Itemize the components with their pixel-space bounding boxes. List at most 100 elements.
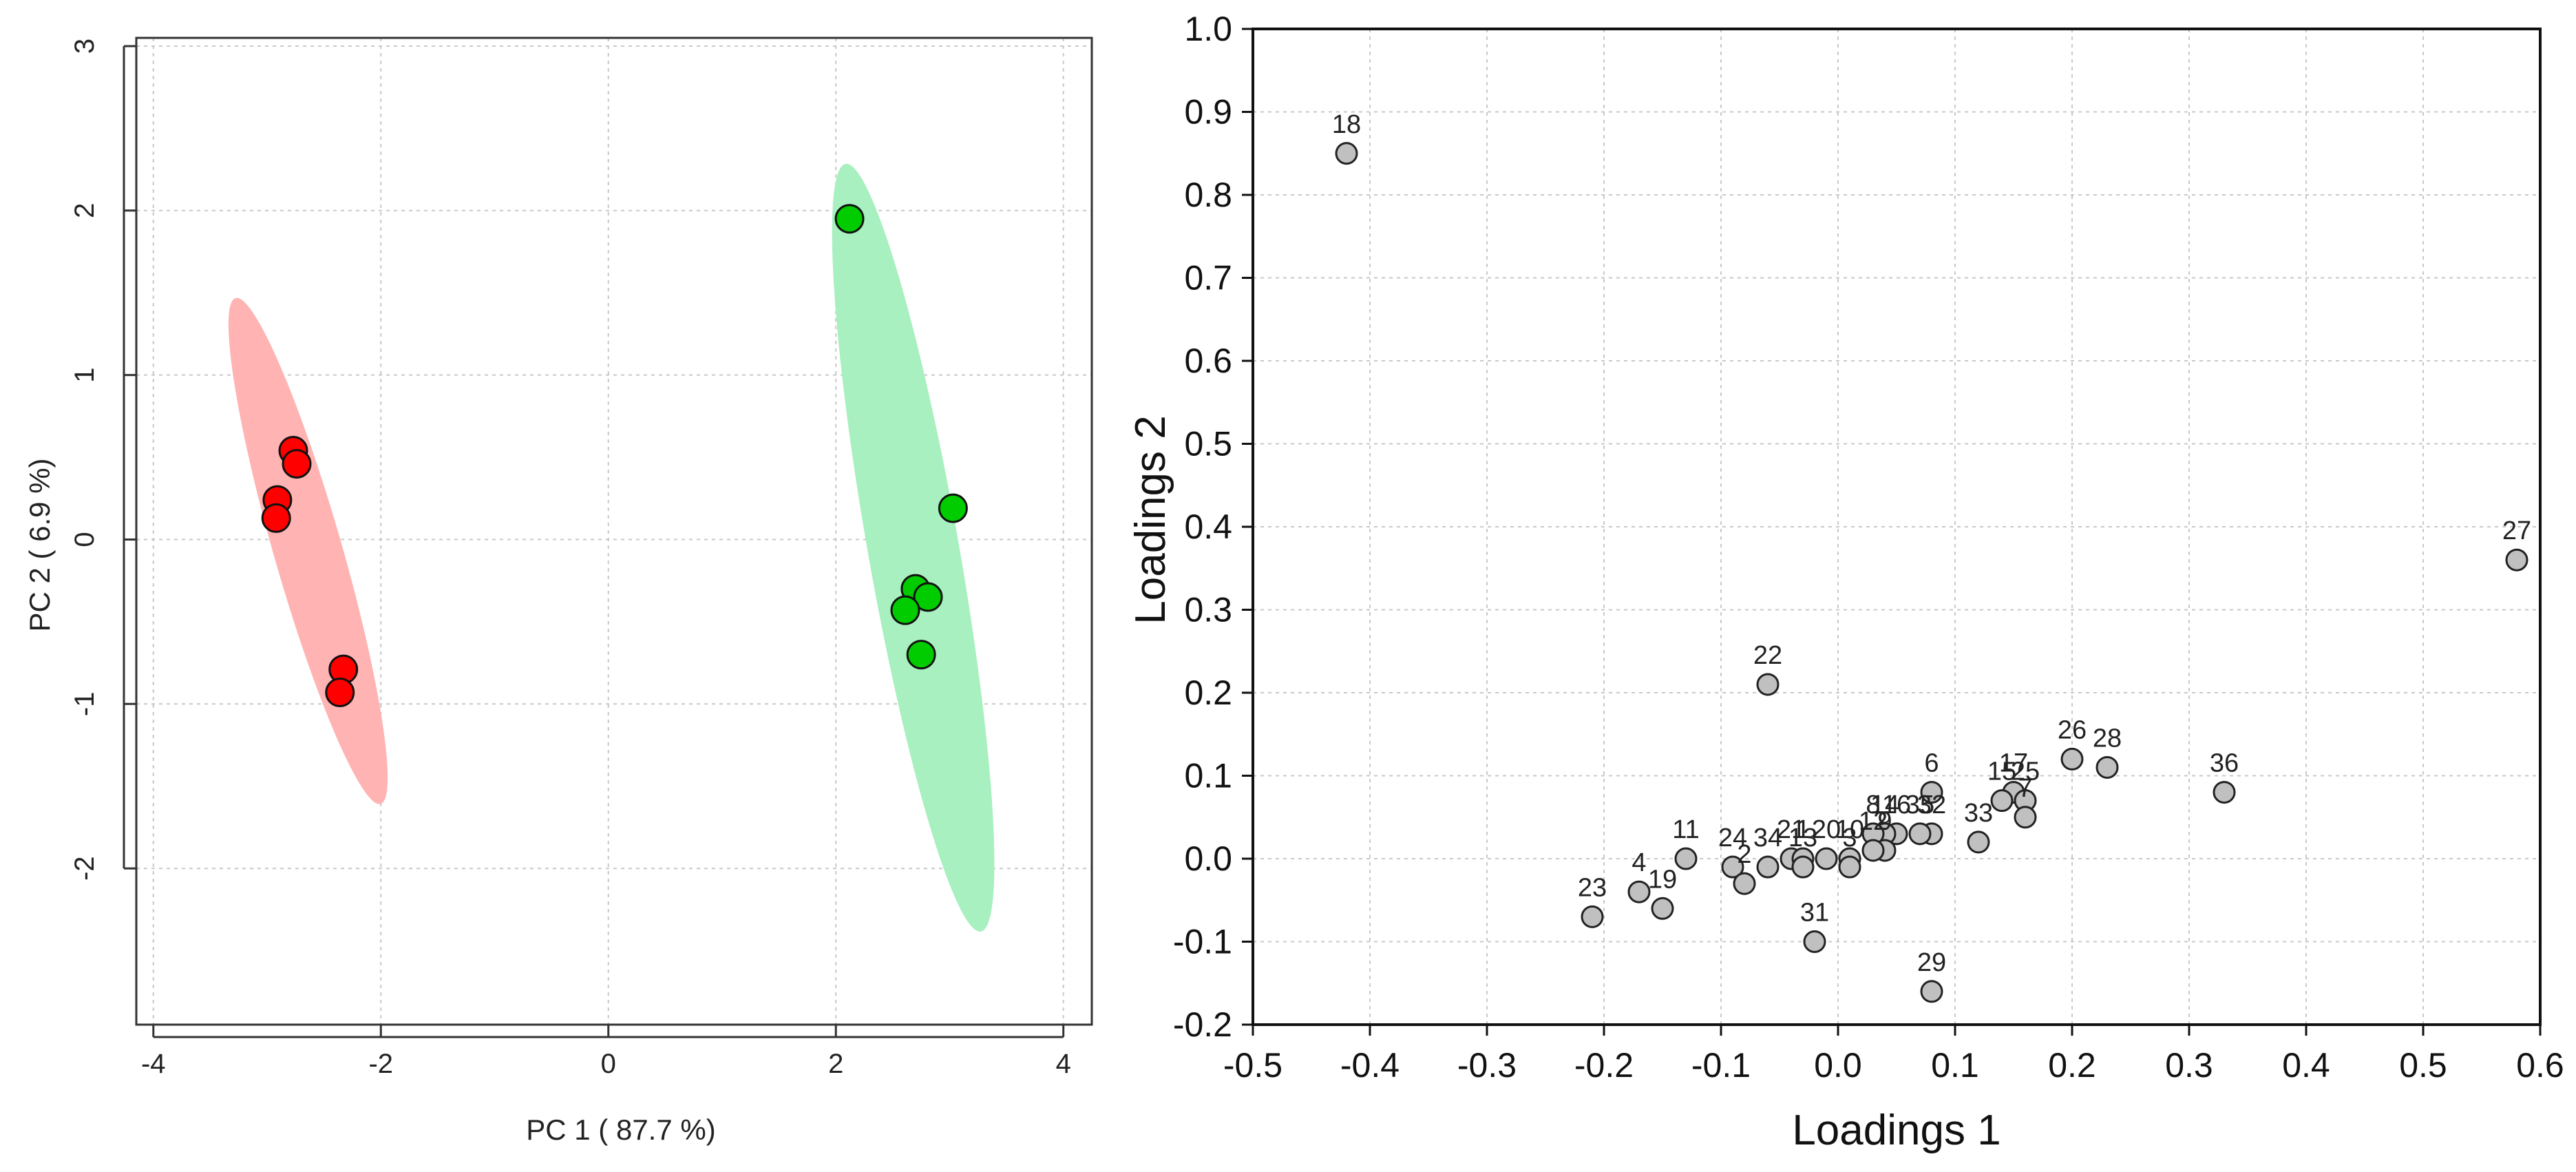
loading-point-label: 18 (1332, 110, 1361, 139)
x-tick-label: -2 (368, 1049, 393, 1079)
loading-point (1335, 142, 1358, 165)
y-tick-label: -0.2 (1173, 1005, 1232, 1044)
loading-point-label: 14 (1870, 791, 1899, 819)
loading-point (1920, 980, 1943, 1003)
loading-point-label: 29 (1917, 948, 1946, 977)
y-tick-label: 0.6 (1184, 342, 1232, 380)
loading-point (1815, 847, 1838, 870)
loading-point-label: 17 (1999, 749, 2028, 778)
loading-point-label: 31 (1800, 899, 1829, 928)
score-point (890, 595, 920, 625)
x-axis-title: Loadings 1 (1792, 1107, 2000, 1154)
y-tick-label: 1 (70, 367, 100, 382)
loading-point (1674, 847, 1698, 870)
loading-point-label: 16 (1882, 791, 1911, 819)
x-tick-label: 0.5 (2399, 1046, 2447, 1085)
score-point (906, 640, 936, 670)
loading-point (1627, 880, 1651, 903)
loading-point (1908, 822, 1932, 846)
loading-point (2095, 755, 2119, 779)
loading-point (1581, 905, 1604, 928)
loading-point-label: 24 (1718, 824, 1747, 852)
y-axis-title: PC 2 ( 6.9 %) (23, 458, 56, 631)
loading-point (1756, 673, 1780, 696)
score-point (913, 582, 943, 612)
x-tick-label: 2 (828, 1049, 843, 1079)
x-tick-label: 0 (601, 1049, 616, 1079)
loading-point-label: 12 (1859, 807, 1888, 836)
loading-point-label: 28 (2093, 724, 2122, 753)
loading-point (1838, 855, 1861, 879)
y-tick-label: -0.1 (1173, 923, 1232, 961)
loading-point-label: 11 (1672, 815, 1699, 844)
score-point (834, 204, 865, 234)
x-tick-label: -4 (141, 1049, 166, 1079)
loading-point-label: 34 (1753, 824, 1782, 852)
x-tick-label: 0.3 (2165, 1046, 2213, 1085)
loading-point-label: 20 (1812, 815, 1841, 844)
y-tick-label: 2 (70, 203, 100, 218)
loading-point-label: 36 (2210, 749, 2239, 778)
y-tick-label: 0.3 (1184, 591, 1232, 629)
y-tick-label: -2 (70, 856, 100, 881)
score-point (261, 503, 291, 533)
loading-point-label: 13 (1788, 824, 1817, 852)
loading-point-label: 33 (1964, 799, 1993, 828)
y-tick-label: -1 (70, 691, 100, 716)
y-tick-label: 0.4 (1184, 507, 1232, 546)
loading-point (2505, 548, 2529, 572)
x-tick-label: 0.0 (1814, 1046, 1862, 1085)
loading-point (1651, 897, 1674, 920)
pca-scores-plot: -4 -2 0 2 4 -2 -1 0 1 2 3 PC 1 ( 87.7 %) PC 2 ( 6.9 … (23, 36, 1093, 1146)
loading-point-label: 19 (1648, 865, 1677, 894)
loading-point (2213, 781, 2236, 804)
y-tick-label: 0.9 (1184, 93, 1232, 132)
loading-point-label: 21 (1777, 815, 1806, 844)
x-tick-label: 0.2 (2048, 1046, 2096, 1085)
plot-frame (135, 36, 1093, 1026)
x-tick-label: -0.3 (1457, 1046, 1517, 1085)
y-axis-title: Loadings 2 (1127, 415, 1174, 624)
loading-point-label: 25 (2011, 757, 2040, 786)
x-tick-label: 0.4 (2282, 1046, 2330, 1085)
y-tick-label: 0.1 (1184, 757, 1232, 795)
x-tick-label: 0.6 (2516, 1046, 2564, 1085)
loading-point (1756, 855, 1780, 879)
loading-point-label: 9 (1877, 807, 1892, 836)
loading-point-label: 27 (2502, 516, 2531, 545)
loading-point-label: 6 (1924, 749, 1939, 778)
loading-point (1920, 781, 1943, 804)
y-tick-label: 0.2 (1184, 673, 1232, 712)
y-tick-label: 1.0 (1184, 10, 1232, 48)
loading-point-label: 2 (1737, 840, 1751, 869)
loading-point-label: 32 (1917, 791, 1946, 819)
loading-point (1721, 855, 1744, 879)
score-point (938, 493, 968, 523)
loading-point (1861, 839, 1885, 862)
loading-point (1967, 830, 1990, 854)
x-tick-label: -0.1 (1691, 1046, 1751, 1085)
loading-point-label: 4 (1632, 848, 1646, 877)
loading-point-label: 15 (1987, 757, 2016, 786)
loading-point-label: 35 (1905, 791, 1934, 819)
y-tick-label: 0.5 (1184, 425, 1232, 463)
y-tick-label: 0.0 (1184, 839, 1232, 878)
loading-point (2060, 747, 2084, 771)
loading-point-label: 23 (1578, 873, 1607, 902)
loading-point (1803, 930, 1826, 953)
x-tick-label: -0.4 (1340, 1046, 1400, 1085)
loading-point-label: 22 (1753, 641, 1782, 670)
loading-point (2014, 806, 2037, 829)
loading-point-label: 10 (1835, 815, 1864, 844)
loading-point-label: 3 (1842, 824, 1857, 852)
y-tick-label: 0 (70, 532, 100, 547)
x-tick-label: -0.5 (1223, 1046, 1282, 1085)
confidence-ellipse-group-red (228, 297, 388, 804)
confidence-ellipse-group-green (832, 163, 995, 932)
x-tick-label: 4 (1056, 1049, 1071, 1079)
loading-point (1733, 872, 1756, 895)
loading-point-label: 8 (1866, 791, 1880, 819)
loading-point-label: 7 (2018, 774, 2032, 803)
